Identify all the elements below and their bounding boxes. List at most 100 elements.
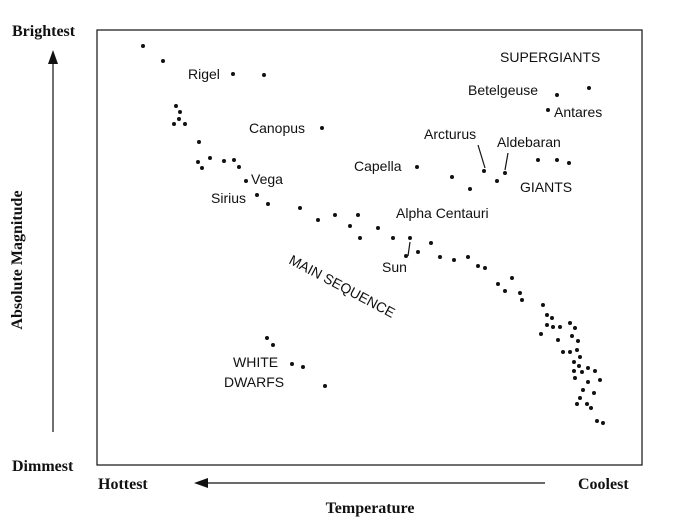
star-dot: [568, 350, 572, 354]
star-dot: [520, 298, 524, 302]
star-dot: [231, 72, 235, 76]
star-dot: [466, 255, 470, 259]
star-dot: [518, 291, 522, 295]
capella-label: Capella: [354, 158, 402, 174]
star-dot: [573, 376, 577, 380]
alpha-centauri-label: Alpha Centauri: [396, 205, 489, 221]
aldebaran-pointer: [504, 152, 509, 171]
x-axis-arrowhead: [194, 478, 208, 488]
y-axis-arrowhead: [48, 50, 58, 64]
rigel-label: Rigel: [188, 66, 220, 82]
star-dot: [197, 140, 201, 144]
star-dot: [178, 110, 182, 114]
star-dot: [595, 419, 599, 423]
star-dot: [266, 202, 270, 206]
sirius-label: Sirius: [211, 190, 246, 206]
star-dot: [556, 338, 560, 342]
star-dot: [558, 325, 562, 329]
star-dot: [429, 241, 433, 245]
star-dot: [503, 289, 507, 293]
star-dot: [576, 339, 580, 343]
star-dot: [575, 402, 579, 406]
star-dot: [495, 179, 499, 183]
star-dot: [290, 362, 294, 366]
star-dot: [539, 332, 543, 336]
vega-label: Vega: [251, 171, 283, 187]
star-dot: [141, 44, 145, 48]
antares-label: Antares: [554, 104, 602, 120]
star-dot: [415, 165, 419, 169]
star-dot: [348, 224, 352, 228]
star-dot: [320, 126, 324, 130]
sun-pointer: [407, 241, 411, 257]
star-dot: [536, 158, 540, 162]
star-dot: [589, 406, 593, 410]
dwarfs-label: DWARFS: [224, 374, 284, 390]
star-dot: [561, 350, 565, 354]
sun-label: Sun: [382, 259, 407, 275]
star-dot: [358, 236, 362, 240]
star-dot: [550, 316, 554, 320]
star-dot: [391, 236, 395, 240]
star-dot: [476, 264, 480, 268]
star-dot: [323, 384, 327, 388]
x-axis-title: Temperature: [326, 500, 415, 517]
star-dot: [567, 161, 571, 165]
star-dot: [601, 421, 605, 425]
star-dot: [496, 282, 500, 286]
star-dot: [578, 355, 582, 359]
star-dot: [585, 402, 589, 406]
star-dot: [183, 122, 187, 126]
canopus-label: Canopus: [249, 120, 305, 136]
star-dot: [196, 160, 200, 164]
star-dot: [580, 370, 584, 374]
star-dot: [545, 323, 549, 327]
star-dot: [161, 59, 165, 63]
star-dot: [581, 388, 585, 392]
star-dot: [572, 369, 576, 373]
star-dot: [592, 391, 596, 395]
star-dot: [587, 86, 591, 90]
star-dot: [482, 169, 486, 173]
star-dot: [316, 218, 320, 222]
star-dot: [573, 326, 577, 330]
star-dot: [333, 213, 337, 217]
star-dot: [177, 117, 181, 121]
star-dot: [298, 206, 302, 210]
star-dot: [262, 73, 266, 77]
star-dot: [208, 156, 212, 160]
star-dot: [452, 258, 456, 262]
star-dot: [232, 158, 236, 162]
star-dot: [578, 396, 582, 400]
star-dot: [271, 343, 275, 347]
star-dot: [545, 313, 549, 317]
star-dot: [416, 250, 420, 254]
star-dot: [555, 93, 559, 97]
star-dot: [404, 254, 408, 258]
star-dot: [376, 226, 380, 230]
star-dot: [200, 166, 204, 170]
star-dot: [546, 108, 550, 112]
star-dot: [555, 158, 559, 162]
star-dot: [503, 171, 507, 175]
star-dot: [438, 255, 442, 259]
arcturus-label: Arcturus: [424, 126, 476, 142]
star-dot: [541, 303, 545, 307]
star-dot: [408, 236, 412, 240]
star-dot: [593, 369, 597, 373]
giants-label: GIANTS: [520, 179, 572, 195]
star-dot: [586, 366, 590, 370]
star-dot: [586, 380, 590, 384]
star-dot: [174, 104, 178, 108]
supergiants-label: SUPERGIANTS: [500, 49, 600, 65]
plot-frame: [96, 29, 643, 466]
star-dot: [255, 193, 259, 197]
y-axis-title: Absolute Magnitude: [9, 190, 26, 329]
star-dot: [575, 348, 579, 352]
star-dot: [572, 360, 576, 364]
star-dot: [568, 321, 572, 325]
star-dot: [301, 365, 305, 369]
star-dot: [237, 165, 241, 169]
aldebaran-label: Aldebaran: [497, 134, 561, 150]
